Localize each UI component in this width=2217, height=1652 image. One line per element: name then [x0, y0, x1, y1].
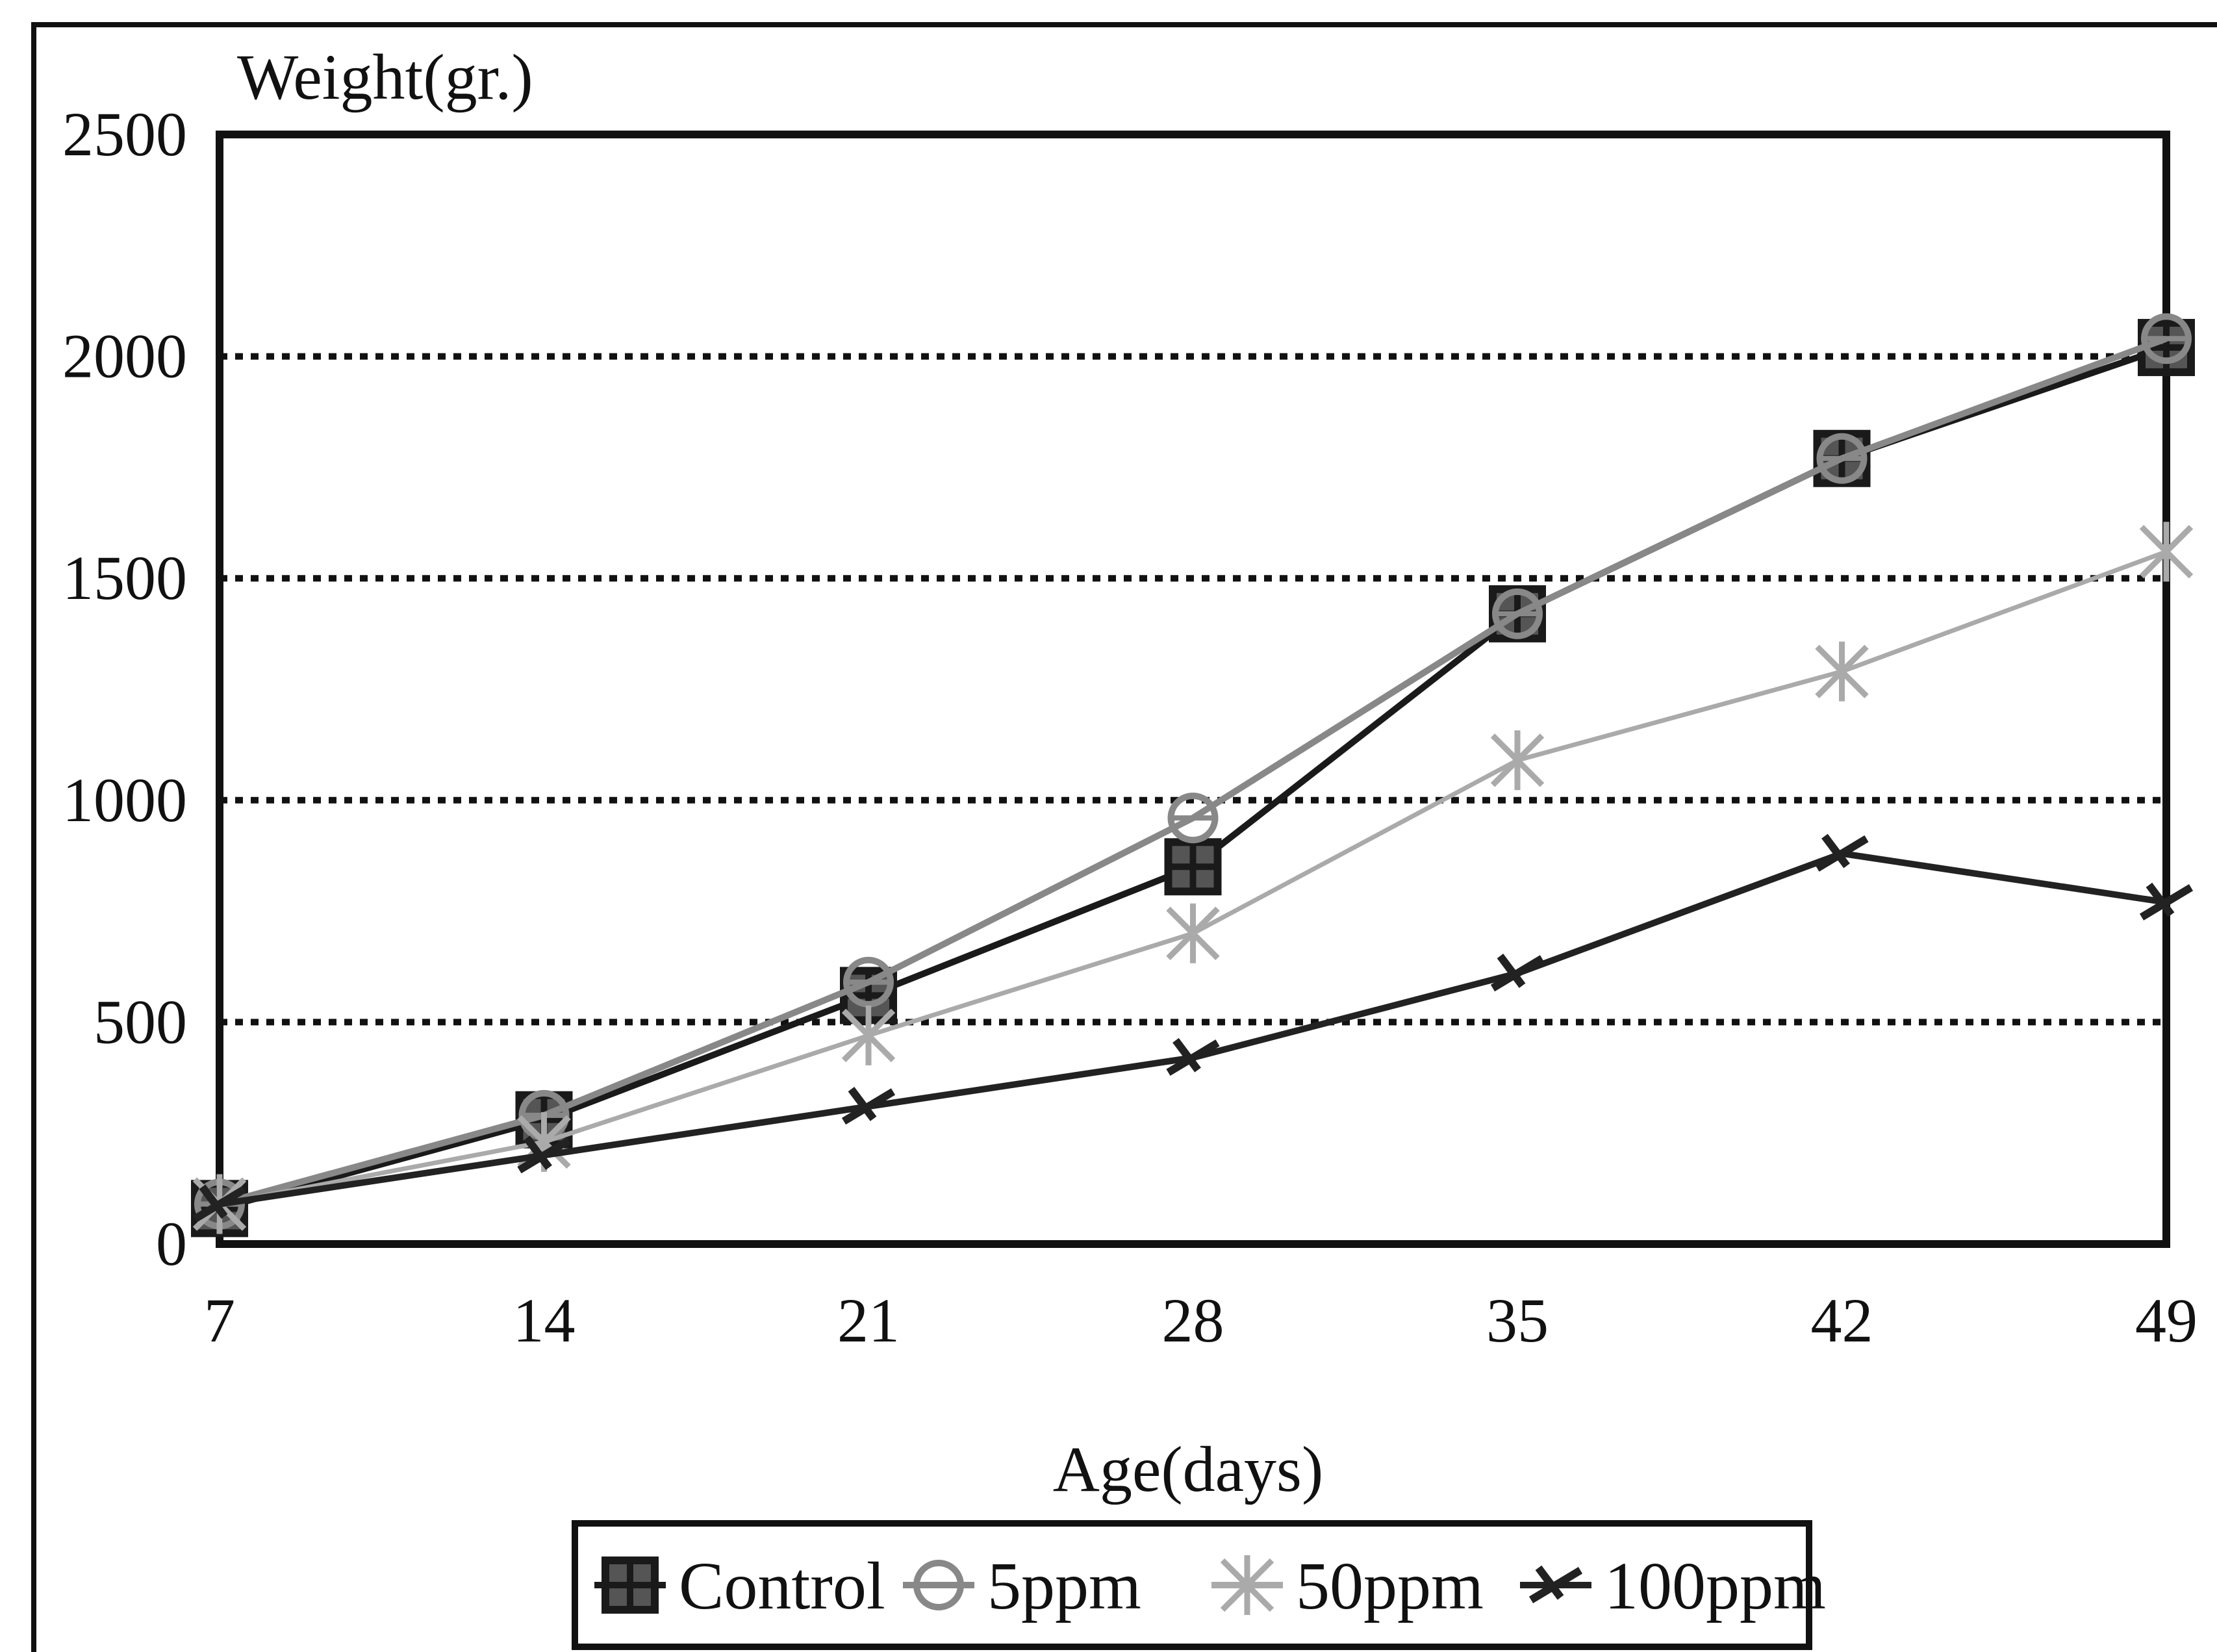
- legend-label-50ppm: 50ppm: [1296, 1549, 1484, 1623]
- x-tick-label-3: 28: [1162, 1286, 1224, 1355]
- x-tick-label-0: 7: [204, 1286, 235, 1355]
- y-tick-label-4: 2000: [62, 322, 187, 391]
- x-axis-label: Age(days): [1053, 1433, 1324, 1505]
- point-5ppm-35: [1492, 588, 1543, 639]
- y-axis-label: Weight(gr.): [237, 41, 533, 113]
- legend-label-Control: Control: [679, 1549, 885, 1623]
- point-100ppm-42: [1815, 833, 1869, 872]
- point-50ppm-21: [841, 1005, 896, 1065]
- legend-marker-Control: [602, 1557, 659, 1614]
- point-5ppm-21: [843, 956, 894, 1008]
- point-100ppm-49: [2139, 882, 2194, 921]
- legend-label-100ppm: 100ppm: [1604, 1549, 1826, 1623]
- point-5ppm-49: [2141, 313, 2192, 364]
- point-100ppm-21: [841, 1087, 896, 1125]
- gridlines: [220, 353, 2166, 1026]
- y-tick-label-5: 2500: [62, 99, 187, 169]
- legend-box: [572, 1520, 1812, 1650]
- series-line-Control: [218, 344, 2168, 1212]
- legend-marker-50ppm: [1220, 1555, 1274, 1615]
- y-tick-label-2: 1000: [62, 765, 187, 835]
- figure-border: [31, 22, 2217, 1652]
- point-50ppm-49: [2139, 522, 2194, 582]
- legend-label-5ppm: 5ppm: [987, 1549, 1141, 1623]
- point-100ppm-7: [192, 1184, 247, 1223]
- x-tick-label-6: 49: [2135, 1286, 2198, 1355]
- plot-area: [216, 131, 2170, 1248]
- legend-marker-5ppm: [913, 1560, 964, 1610]
- point-Control-28: [1164, 838, 1222, 896]
- legend: Control 5ppm 50ppm 100ppm: [572, 1520, 1826, 1650]
- point-100ppm-28: [1166, 1037, 1220, 1076]
- x-tick-label-5: 42: [1811, 1286, 1873, 1355]
- point-50ppm-42: [1815, 641, 1869, 702]
- tick-labels: 0 500 1000 1500 2000 2500 7 14 21 28 35 42 49: [62, 99, 2198, 1355]
- point-50ppm-28: [1166, 903, 1220, 963]
- x-tick-label-1: 14: [513, 1286, 576, 1355]
- x-tick-label-4: 35: [1486, 1286, 1549, 1355]
- point-100ppm-35: [1490, 954, 1545, 992]
- x-tick-label-2: 21: [837, 1286, 900, 1355]
- point-5ppm-42: [1816, 433, 1868, 484]
- y-tick-label-1: 500: [94, 987, 187, 1056]
- series-line-5ppm: [218, 335, 2168, 1208]
- series-layer: [191, 313, 2195, 1238]
- legend-marker-100ppm: [1528, 1565, 1583, 1603]
- y-tick-label-3: 1500: [62, 543, 187, 613]
- point-5ppm-28: [1167, 793, 1219, 844]
- point-50ppm-35: [1490, 730, 1545, 791]
- point-100ppm-14: [517, 1136, 571, 1174]
- y-tick-label-0: 0: [156, 1209, 187, 1278]
